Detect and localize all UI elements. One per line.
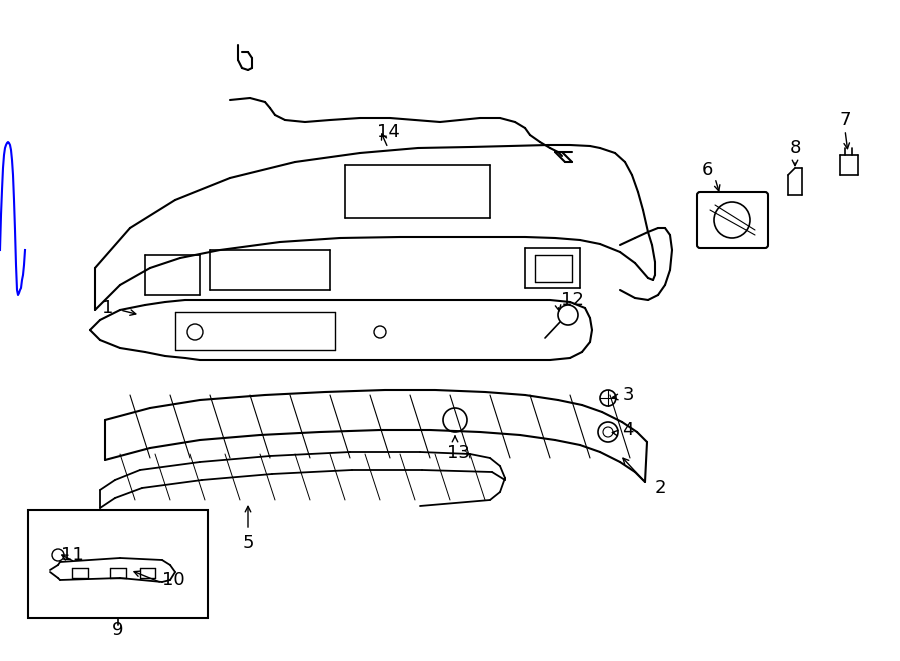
- Text: 10: 10: [162, 571, 184, 589]
- Bar: [28, 510, 208, 618]
- Text: 4: 4: [622, 421, 634, 439]
- Text: 3: 3: [622, 386, 634, 404]
- Text: 7: 7: [839, 111, 850, 129]
- Text: 12: 12: [561, 291, 583, 309]
- Text: 14: 14: [376, 123, 400, 141]
- Text: 2: 2: [654, 479, 666, 497]
- Text: 11: 11: [60, 546, 84, 564]
- Text: 8: 8: [789, 139, 801, 157]
- Text: 9: 9: [112, 621, 124, 639]
- Text: 5: 5: [242, 534, 254, 552]
- Text: 13: 13: [446, 444, 470, 462]
- Text: 6: 6: [701, 161, 713, 179]
- Text: 1: 1: [103, 299, 113, 317]
